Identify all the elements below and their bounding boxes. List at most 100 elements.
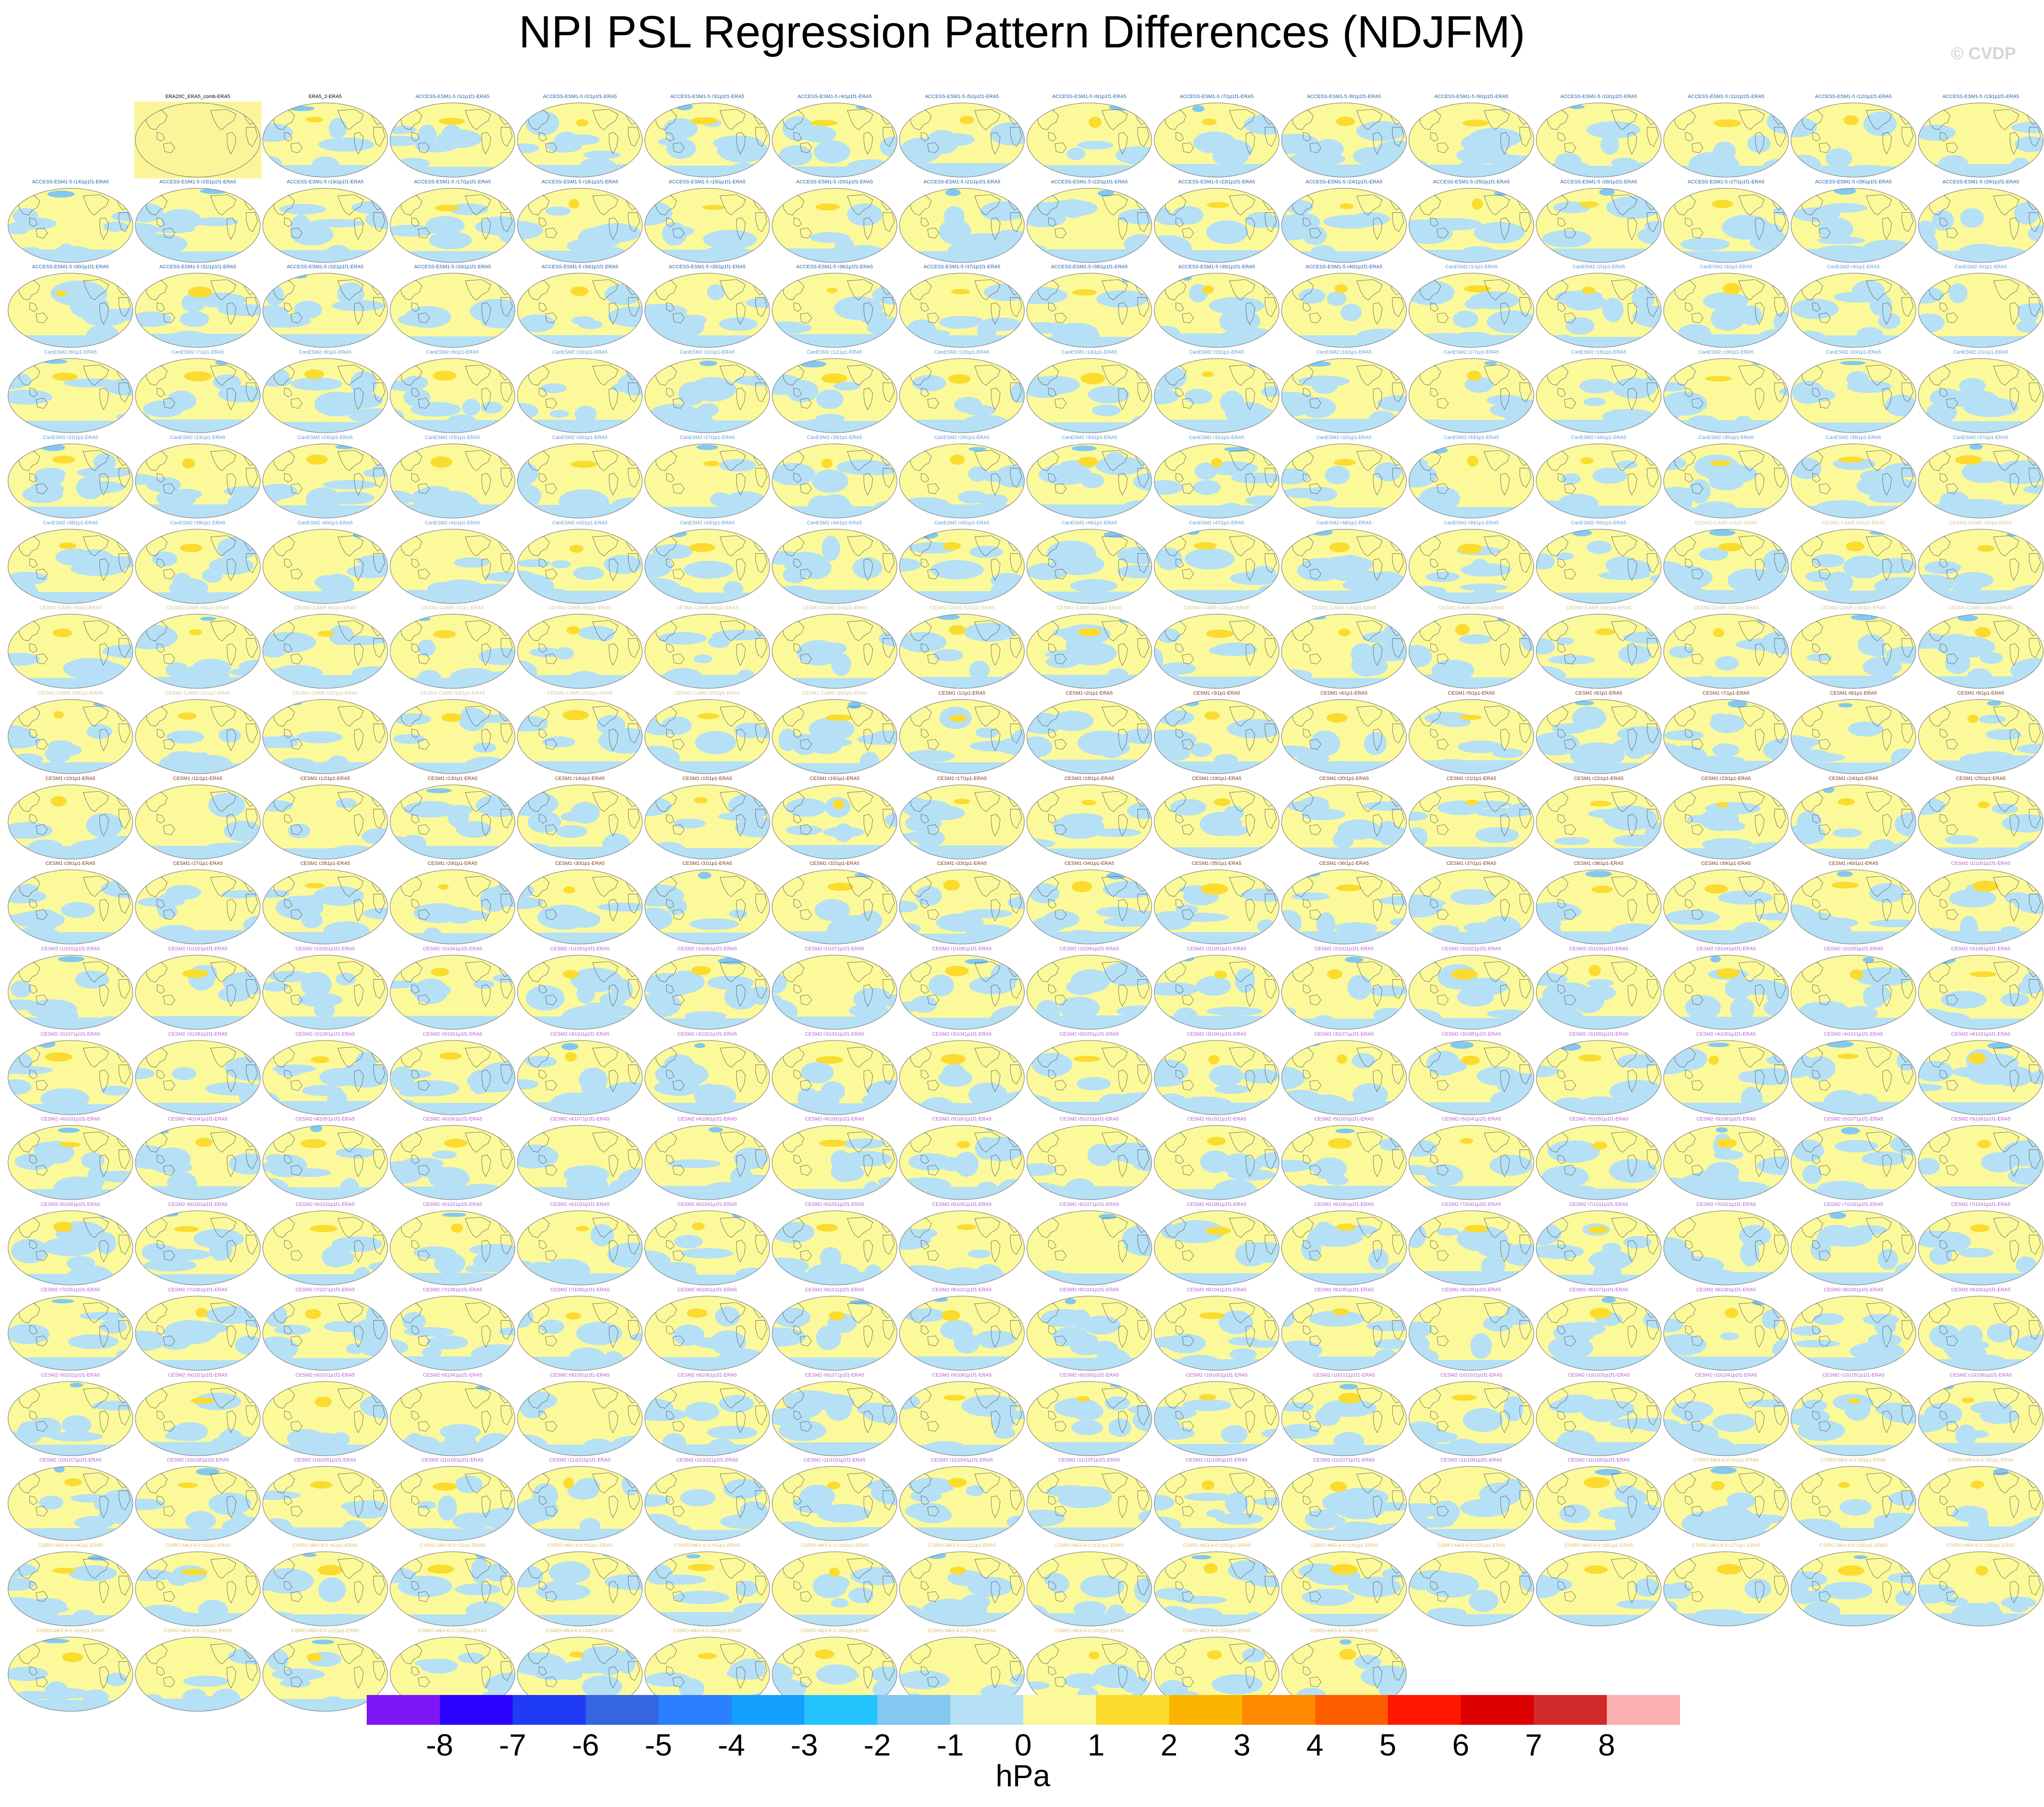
- psl-difference-map: [389, 357, 516, 434]
- psl-difference-map: [516, 357, 644, 434]
- psl-difference-map: [1280, 357, 1408, 434]
- panel-title: CESM1 r17i1p1-ERA5: [937, 775, 987, 781]
- panel-title: ACCESS-ESM1-5 r2i1p1f1-ERA5: [543, 94, 617, 99]
- psl-difference-map: [134, 954, 261, 1031]
- map-panel: CESM1 r11i1p1-ERA5: [134, 775, 261, 860]
- map-panel: CSIRO-Mk3-6-0 r19i1p1-ERA5: [1917, 1542, 2044, 1627]
- psl-difference-map: [1790, 187, 1917, 264]
- psl-difference-map: [261, 868, 389, 945]
- map-panel: CESM2 r1i1091p1f1-ERA5: [1026, 946, 1153, 1031]
- map-panel: CESM2 r3i1011p1f1-ERA5: [516, 1031, 644, 1116]
- map-panel: CESM2 r5i1041p1f1-ERA5: [1408, 1116, 1535, 1201]
- psl-difference-map: [1662, 272, 1790, 349]
- psl-difference-map: [7, 1636, 134, 1713]
- map-panel: CESM1 r22i1p1-ERA5: [1535, 775, 1662, 860]
- psl-difference-map: [1408, 1550, 1535, 1627]
- map-panel: CESM2 r6i1091p1f1-ERA5: [1280, 1201, 1408, 1286]
- psl-difference-map: [771, 102, 898, 178]
- panel-title: CSIRO-Mk3-6-0 r15i1p1-ERA5: [1437, 1542, 1506, 1548]
- map-panel: CESM2 r2i1071p1f1-ERA5: [7, 1031, 134, 1116]
- map-panel: CESM2 r4i1071p1f1-ERA5: [516, 1116, 644, 1201]
- map-panel: ERA5_2-ERA5: [261, 93, 389, 178]
- map-panel: CESM1 r16i1p1-ERA5: [771, 775, 898, 860]
- panel-title: CESM1 r27i1p1-ERA5: [173, 861, 223, 867]
- panel-title: CESM1 r12i1p1-ERA5: [300, 775, 350, 781]
- panel-title: CESM1-CAM5 r2i1p1-ERA5: [1822, 520, 1885, 526]
- psl-difference-map: [261, 357, 389, 434]
- panel-title: CESM2 r3i1031p1f1-ERA5: [805, 1031, 864, 1037]
- psl-difference-map: [1026, 698, 1153, 775]
- psl-difference-map: [516, 528, 644, 605]
- panel-title: CESM1-CAM5 r24i1p1-ERA5: [547, 690, 613, 696]
- panel-title: CESM2 r6i1041p1f1-ERA5: [677, 1202, 737, 1208]
- map-panel: CESM2 r3i1081p1f1-ERA5: [1408, 1031, 1535, 1116]
- psl-difference-map: [771, 784, 898, 860]
- psl-difference-map: [644, 1550, 771, 1627]
- psl-difference-map: [1280, 1465, 1408, 1542]
- colorbar-tick-label: -8: [426, 1728, 453, 1762]
- psl-difference-map: [1790, 954, 1917, 1031]
- panel-title: CESM2 r6i1021p1f1-ERA5: [423, 1202, 482, 1208]
- panel-title: CESM2 r2i1091p1f1-ERA5: [295, 1031, 355, 1037]
- psl-difference-map: [516, 272, 644, 349]
- panel-title: ACCESS-ESM1-5 r17i1p1f1-ERA5: [414, 179, 491, 185]
- panel-title: CESM2 r7i1041p1f1-ERA5: [1951, 1202, 2011, 1208]
- map-panel: CESM2 r7i1011p1f1-ERA5: [1535, 1201, 1662, 1286]
- psl-difference-map: [134, 357, 261, 434]
- panel-title: CESM2 r1i1041p1f1-ERA5: [423, 946, 482, 952]
- psl-difference-map: [1662, 784, 1790, 860]
- map-panel: CESM2 r1i1021p1f1-ERA5: [134, 946, 261, 1031]
- panel-title: CESM2 r7i1091p1f1-ERA5: [550, 1287, 610, 1293]
- map-panel: CESM2 r7i1061p1f1-ERA5: [134, 1287, 261, 1372]
- map-panel: CanESM2 r5i1p1-ERA5: [1917, 264, 2044, 349]
- map-panel: CESM1-CAM5 r20i1p1-ERA5: [7, 690, 134, 775]
- panel-title: ACCESS-ESM1-5 r28i1p1f1-ERA5: [1815, 179, 1892, 185]
- psl-difference-map: [1026, 443, 1153, 519]
- panel-title: CESM1 r20i1p1-ERA5: [1319, 775, 1369, 781]
- psl-difference-map: [1026, 1465, 1153, 1542]
- map-panel: CESM2 r8i1061p1f1-ERA5: [1408, 1287, 1535, 1372]
- psl-difference-map: [134, 1295, 261, 1372]
- psl-difference-map: [516, 443, 644, 519]
- map-panel: CESM1 r31i1p1-ERA5: [644, 860, 771, 945]
- colorbar-swatch: [950, 1695, 1023, 1725]
- psl-difference-map: [1408, 1465, 1535, 1542]
- panel-title: CanESM2 r30i1p1-ERA5: [1061, 434, 1117, 440]
- panel-title: CanESM2 r29i1p1-ERA5: [934, 434, 990, 440]
- map-panel: CESM1 r15i1p1-ERA5: [644, 775, 771, 860]
- panel-title: CESM2 r2i1021p1f1-ERA5: [1442, 946, 1501, 952]
- panel-title: CESM2 r8i1071p1f1-ERA5: [1569, 1287, 1629, 1293]
- map-panel: ACCESS-ESM1-5 r37i1p1f1-ERA5: [898, 264, 1026, 349]
- psl-difference-map: [261, 1039, 389, 1116]
- map-panel: CSIRO-Mk3-6-0 r16i1p1-ERA5: [1535, 1542, 1662, 1627]
- panel-title: CESM1 r30i1p1-ERA5: [555, 861, 605, 867]
- colorbar-swatch: [1606, 1695, 1680, 1725]
- panel-title: CESM2 r1i1071p1f1-ERA5: [805, 946, 864, 952]
- map-panel: ACCESS-ESM1-5 r8i1p1f1-ERA5: [1280, 93, 1408, 178]
- panel-title: CESM2 r3i1081p1f1-ERA5: [1442, 1031, 1501, 1037]
- psl-difference-map: [1026, 357, 1153, 434]
- psl-difference-map: [7, 954, 134, 1031]
- map-panel: CESM1-CAM5 r6i1p1-ERA5: [261, 605, 389, 690]
- panel-title: CSIRO-Mk3-6-0 r5i1p1-ERA5: [165, 1542, 231, 1548]
- panel-title: CSIRO-Mk3-6-0 r18i1p1-ERA5: [1819, 1542, 1888, 1548]
- psl-difference-map: [261, 1380, 389, 1457]
- colorbar-units-label: hPa: [995, 1759, 1050, 1793]
- psl-difference-map: [1535, 1550, 1662, 1627]
- psl-difference-map: [261, 443, 389, 519]
- panel-title: CESM2 r8i1041p1f1-ERA5: [1187, 1287, 1246, 1293]
- map-panel: CESM2 r8i1071p1f1-ERA5: [1535, 1287, 1662, 1372]
- map-panel: CanESM2 r20i1p1-ERA5: [1790, 349, 1917, 434]
- panel-title: CESM2 r5i1071p1f1-ERA5: [1824, 1116, 1883, 1122]
- map-panel: CESM2 r3i1021p1f1-ERA5: [644, 1031, 771, 1116]
- map-panel: CanESM2 r23i1p1-ERA5: [134, 434, 261, 519]
- psl-difference-map: [1153, 784, 1280, 860]
- psl-difference-map: [1662, 528, 1790, 605]
- panel-title: CESM2 r4i1021p1f1-ERA5: [1951, 1031, 2011, 1037]
- map-panel: CESM1-CAM5 r18i1p1-ERA5: [1790, 605, 1917, 690]
- map-panel: ACCESS-ESM1-5 r34i1p1f1-ERA5: [516, 264, 644, 349]
- colorbar-swatch: [1315, 1695, 1388, 1725]
- psl-difference-map: [1917, 1465, 2044, 1542]
- panel-title: CSIRO-Mk3-6-0 r21i1p1-ERA5: [163, 1628, 232, 1634]
- panel-title: CESM2 r5i1001p1f1-ERA5: [932, 1116, 992, 1122]
